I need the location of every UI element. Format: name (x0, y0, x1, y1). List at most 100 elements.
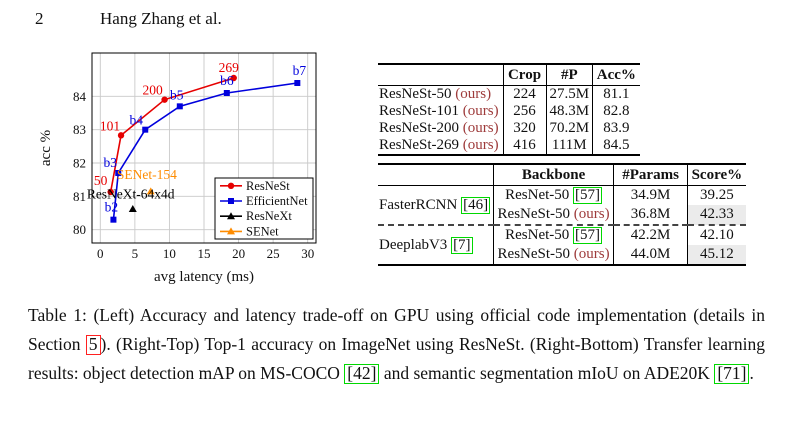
citation-link[interactable]: [42] (344, 364, 380, 384)
column-header: #Params (613, 164, 688, 186)
ours-tag: (ours) (573, 206, 610, 223)
method-cell: FasterRCNN [46] (378, 186, 494, 226)
backbone-name: ResNeSt-50 (497, 246, 571, 263)
citation-link[interactable]: [57] (573, 187, 603, 204)
series-senet (146, 187, 155, 195)
score-cell: 39.25 (687, 185, 746, 205)
accuracy-cell: 83.9 (592, 120, 640, 137)
svg-text:0: 0 (97, 246, 104, 261)
running-header: 2 Hang Zhang et al. (35, 9, 222, 29)
params-cell: 36.8M (613, 205, 688, 225)
latency-accuracy-chart: 0 5 10 15 20 25 30 80 81 82 83 84 50 101 200 269 b2 b3 b4 b… (26, 44, 368, 296)
table-body: FasterRCNN [46] ResNet-50 [57] 34.9M 39.25 R… (378, 185, 746, 265)
legend-label: ResNeXt (246, 209, 292, 223)
model-cell: ResNeSt-200 (ours) (378, 120, 503, 137)
chart-annotation: SENet-154 (117, 167, 177, 182)
citation-link[interactable]: [57] (573, 227, 603, 244)
table-row: ResNeSt-101 (ours) 256 48.3M 82.8 (378, 103, 640, 120)
table-row: DeeplabV3 [7] ResNet-50 [57] 42.2M 42.10 (378, 224, 746, 265)
series-resnest: 50 101 200 269 (94, 60, 240, 196)
backbone-cell: ResNet-50 [57] (493, 185, 614, 205)
table-row: ResNeSt-50 (ours) 36.8M 42.33 (378, 205, 746, 225)
ours-tag: (ours) (462, 137, 499, 154)
page-number: 2 (35, 9, 44, 28)
column-header: #P (545, 64, 593, 86)
legend-label: ResNeSt (246, 179, 290, 193)
backbone-name: ResNeSt-50 (497, 206, 571, 223)
crop-cell: 416 (502, 137, 546, 155)
method-name: DeeplabV3 (379, 236, 448, 253)
model-cell: ResNeSt-101 (ours) (378, 103, 503, 120)
svg-text:30: 30 (301, 246, 314, 261)
header-row: Backbone #Params Score% (378, 164, 746, 186)
column-header: Score% (687, 164, 746, 186)
score-cell: 42.10 (687, 224, 746, 245)
point-label: b3 (104, 155, 118, 170)
column-header (378, 164, 494, 186)
table-row: ResNeSt-50 (ours) 224 27.5M 81.1 (378, 85, 640, 103)
accuracy-cell: 81.1 (592, 85, 640, 103)
svg-text:82: 82 (73, 156, 86, 171)
citation-link[interactable]: [71] (714, 364, 750, 384)
table-head: Backbone #Params Score% (378, 164, 746, 186)
caption-text: Table 1: (Left) Accuracy and latency tra… (28, 305, 765, 354)
ours-tag: (ours) (462, 120, 499, 137)
plot-border (91, 52, 317, 244)
column-header (378, 64, 503, 86)
crop-cell: 224 (502, 85, 546, 103)
column-header: Crop (502, 64, 546, 86)
legend-label: EfficientNet (246, 194, 308, 208)
point-label: b7 (293, 63, 307, 78)
transfer-learning-table: Backbone #Params Score% FasterRCNN [46] ResN… (378, 163, 746, 266)
series-efficientnet: b2 b3 b4 b5 b6 b7 (104, 63, 307, 223)
chart-grid (92, 53, 316, 243)
x-axis-label: avg latency (ms) (154, 269, 254, 285)
chart-tick-labels: 0 5 10 15 20 25 30 80 81 82 83 84 (73, 89, 314, 261)
table-row: ResNeSt-200 (ours) 320 70.2M 83.9 (378, 120, 640, 137)
caption-text: and semantic segmentation mIoU on ADE20K (379, 363, 715, 383)
svg-text:15: 15 (198, 246, 211, 261)
series-resnext (128, 205, 137, 212)
imagenet-accuracy-table: Crop #P Acc% ResNeSt-50 (ours) 224 27.5M 81.1 R… (378, 63, 640, 156)
section-link[interactable]: 5 (85, 335, 101, 355)
point-label: b5 (170, 87, 184, 102)
point-label: b6 (220, 73, 234, 88)
params-cell: 70.2M (545, 120, 593, 137)
accuracy-cell: 82.8 (592, 103, 640, 120)
svg-text:20: 20 (232, 246, 245, 261)
svg-text:5: 5 (132, 246, 139, 261)
backbone-name: ResNet-50 (505, 187, 570, 203)
legend-label: SENet (246, 224, 279, 238)
model-name: ResNeSt-269 (379, 137, 459, 154)
running-title: Hang Zhang et al. (100, 9, 222, 28)
citation-link[interactable]: [46] (461, 196, 491, 214)
ours-tag: (ours) (573, 246, 610, 263)
svg-text:84: 84 (73, 89, 87, 104)
params-cell: 48.3M (545, 103, 593, 120)
model-name: ResNeSt-101 (379, 103, 459, 120)
table-row: ResNeSt-50 (ours) 44.0M 45.12 (378, 245, 746, 265)
table-row: FasterRCNN [46] ResNet-50 [57] 34.9M 39.25 (378, 185, 746, 214)
header-row: Crop #P Acc% (378, 64, 640, 86)
table1-caption: Table 1: (Left) Accuracy and latency tra… (28, 301, 765, 388)
svg-text:81: 81 (73, 189, 86, 204)
point-label: 269 (219, 60, 240, 75)
params-cell: 111M (545, 137, 593, 155)
method-cell: DeeplabV3 [7] (378, 224, 494, 265)
point-label: 101 (100, 118, 120, 133)
column-header: Acc% (592, 64, 640, 86)
backbone-cell: ResNeSt-50 (ours) (493, 205, 614, 225)
citation-link[interactable]: [7] (451, 236, 473, 254)
ours-tag: (ours) (462, 103, 499, 120)
svg-text:25: 25 (267, 246, 280, 261)
svg-text:10: 10 (163, 246, 176, 261)
table-row: ResNeSt-269 (ours) 416 111M 84.5 (378, 137, 640, 155)
table-body: ResNeSt-50 (ours) 224 27.5M 81.1 ResNeSt-101… (378, 85, 640, 155)
point-label: b4 (129, 113, 143, 128)
point-label: 50 (94, 173, 108, 188)
backbone-name: ResNet-50 (505, 227, 570, 243)
point-label: b2 (105, 200, 119, 215)
method-name: FasterRCNN (379, 196, 458, 213)
model-name: ResNeSt-200 (379, 120, 459, 137)
